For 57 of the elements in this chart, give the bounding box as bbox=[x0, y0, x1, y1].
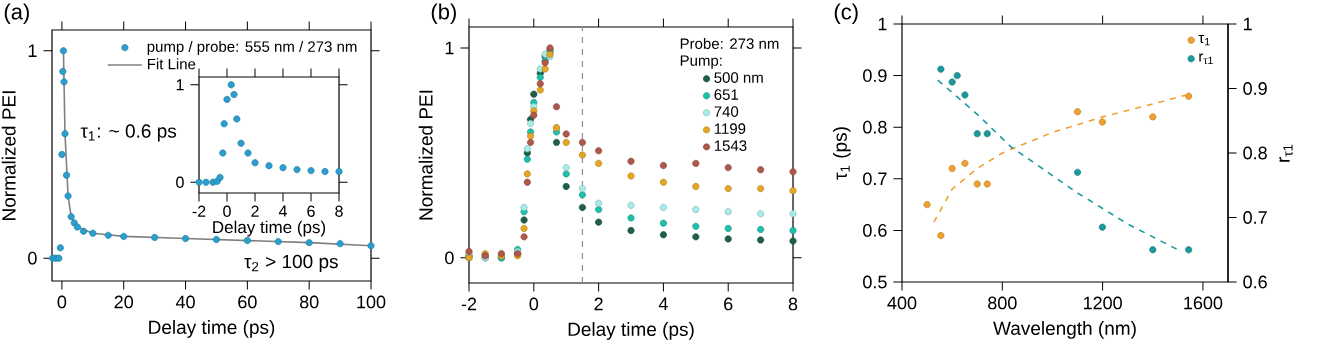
x-tick-label: 40 bbox=[175, 295, 195, 309]
x-tick-label: 60 bbox=[238, 295, 257, 309]
x-axis-title: Wavelength (nm) bbox=[993, 321, 1136, 339]
x-tick-label: 2 bbox=[251, 205, 259, 217]
legend-title: Probe: 273 nm bbox=[680, 37, 779, 49]
x-tick-label: 100 bbox=[357, 295, 386, 309]
x-tick-label: 80 bbox=[299, 295, 319, 309]
x-axis-title: Delay time (ps) bbox=[213, 220, 326, 237]
text: (b) bbox=[431, 3, 456, 24]
y2-tick-label: 0.9 bbox=[1243, 82, 1267, 95]
legend-label: τ$_{1}$ bbox=[1198, 34, 1210, 46]
legend-label: 500 nm bbox=[714, 72, 763, 83]
y-tick-label: 0.5 bbox=[863, 275, 887, 289]
x-tick-label: -2 bbox=[461, 297, 477, 311]
x-axis-title: Delay time (ps) bbox=[149, 320, 275, 338]
x-tick-label: 1200 bbox=[1083, 296, 1122, 310]
x-tick-label: 800 bbox=[988, 296, 1017, 310]
x-tick-label: 2 bbox=[594, 297, 603, 311]
y2-tick-label: 0.6 bbox=[1243, 275, 1267, 289]
y-tick-label: 0.7 bbox=[863, 172, 887, 186]
x-tick-label: 0 bbox=[57, 295, 67, 309]
y-tick-label: 0.6 bbox=[863, 224, 887, 237]
annotation: τ$_{2}$ > 100 ps bbox=[244, 254, 338, 273]
y-tick-label: 0.8 bbox=[863, 120, 887, 134]
y2-tick-label: 1 bbox=[1243, 17, 1252, 31]
x-tick-label: 4 bbox=[278, 205, 287, 217]
x-tick-label: 0 bbox=[223, 205, 231, 217]
x-tick-label: -2 bbox=[192, 205, 206, 217]
text: (a) bbox=[4, 3, 29, 24]
x-tick-label: 400 bbox=[887, 296, 917, 310]
x-tick-label: 6 bbox=[307, 205, 315, 217]
legend-label: pump / probe: 555 nm / 273 nm bbox=[147, 40, 357, 55]
x-tick-label: 0 bbox=[529, 297, 539, 311]
x-tick-label: 1600 bbox=[1184, 296, 1223, 310]
legend-label: r$_{τ1}$ bbox=[1199, 53, 1213, 65]
annotation: Pump: bbox=[680, 55, 722, 69]
x-axis-title: Delay time (ps) bbox=[568, 322, 694, 340]
y-axis-title: Normalized PEI bbox=[1, 91, 16, 220]
legend-label: Fit Line bbox=[147, 58, 196, 70]
annotation: τ$_{1}$: ~ 0.6 ps bbox=[80, 124, 177, 142]
legend-label: 1199 bbox=[714, 123, 746, 134]
y-axis-title: τ$_{1}$ (ps) bbox=[832, 127, 851, 180]
x-tick-label: 6 bbox=[724, 297, 733, 311]
x-tick-label: 20 bbox=[114, 295, 134, 309]
x-tick-label: 4 bbox=[658, 297, 668, 310]
y2-tick-label: 0.7 bbox=[1243, 211, 1267, 224]
y-tick-label: 1 bbox=[878, 17, 887, 31]
x-tick-label: 8 bbox=[335, 205, 343, 217]
x-tick-label: 8 bbox=[788, 297, 798, 311]
y2-tick-label: 0.8 bbox=[1243, 146, 1267, 160]
text: (c) bbox=[834, 3, 858, 24]
y-tick-label: 0.9 bbox=[863, 69, 887, 82]
legend-label: 1543 bbox=[714, 140, 747, 151]
y2-axis-title: r$_{τ1}$ bbox=[1279, 144, 1293, 162]
legend-label: 651 bbox=[714, 89, 739, 100]
y-axis-title: Normalized PEI bbox=[418, 90, 433, 220]
legend-label: 740 bbox=[714, 106, 739, 117]
